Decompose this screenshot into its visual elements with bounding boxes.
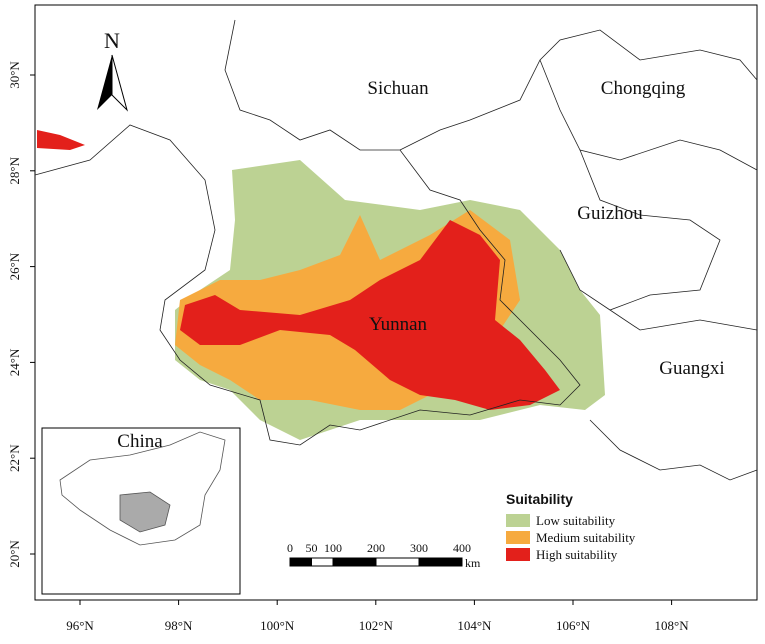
legend-label: High suitability	[536, 547, 618, 562]
border-line	[559, 149, 721, 311]
scale-label: 300	[410, 541, 428, 555]
scale-unit: km	[465, 556, 481, 570]
high-suitability-area	[37, 130, 85, 150]
province-borders	[34, 19, 758, 481]
y-tick-label: 22°N	[7, 444, 22, 472]
border-line	[399, 29, 758, 151]
region-label: Chongqing	[601, 78, 686, 99]
x-tick-label: 96°N	[66, 618, 94, 633]
inset-map: China	[41, 427, 241, 595]
high-suitability-area	[180, 220, 560, 410]
y-tick-label: 26°N	[7, 252, 22, 280]
legend-title: Suitability	[506, 491, 573, 507]
scale-label: 100	[324, 541, 342, 555]
legend-swatch	[506, 548, 530, 561]
y-tick-label: 28°N	[7, 156, 22, 184]
scale-segment	[311, 557, 334, 567]
scale-label: 50	[306, 541, 318, 555]
legend-swatch	[506, 531, 530, 544]
y-tick-label: 20°N	[7, 540, 22, 568]
border-line	[589, 419, 758, 481]
region-label: Yunnan	[369, 314, 428, 335]
x-tick-label: 106°N	[556, 618, 591, 633]
scale-label: 0	[287, 541, 293, 555]
legend-swatch	[506, 514, 530, 527]
legend: Suitability Low suitability Medium suitab…	[506, 491, 636, 562]
legend-label: Low suitability	[536, 513, 616, 528]
scale-label: 400	[453, 541, 471, 555]
border-line	[34, 19, 581, 446]
legend-label: Medium suitability	[536, 530, 636, 545]
scale-segment	[418, 557, 463, 567]
border-line	[539, 59, 758, 171]
region-label: Sichuan	[367, 78, 429, 99]
north-arrow: N	[97, 28, 128, 112]
region-label: Guizhou	[577, 203, 643, 224]
suitability-zones	[37, 130, 605, 440]
region-label: Guangxi	[659, 358, 724, 379]
border-line	[609, 309, 758, 331]
scale-segment	[375, 557, 420, 567]
x-tick-label: 104°N	[457, 618, 492, 633]
y-tick-label: 24°N	[7, 348, 22, 376]
north-label: N	[104, 28, 120, 53]
x-tick-label: 100°N	[260, 618, 295, 633]
scale-label: 200	[367, 541, 385, 555]
inset-label: China	[117, 431, 163, 452]
scale-segment	[289, 557, 312, 567]
scale-segment	[332, 557, 377, 567]
x-tick-label: 98°N	[165, 618, 193, 633]
axes: 96°N 98°N 100°N 102°N 104°N 106°N 108°N 20°N 22°…	[7, 61, 689, 633]
y-tick-label: 30°N	[7, 61, 22, 89]
x-tick-label: 108°N	[655, 618, 690, 633]
x-tick-label: 102°N	[359, 618, 394, 633]
